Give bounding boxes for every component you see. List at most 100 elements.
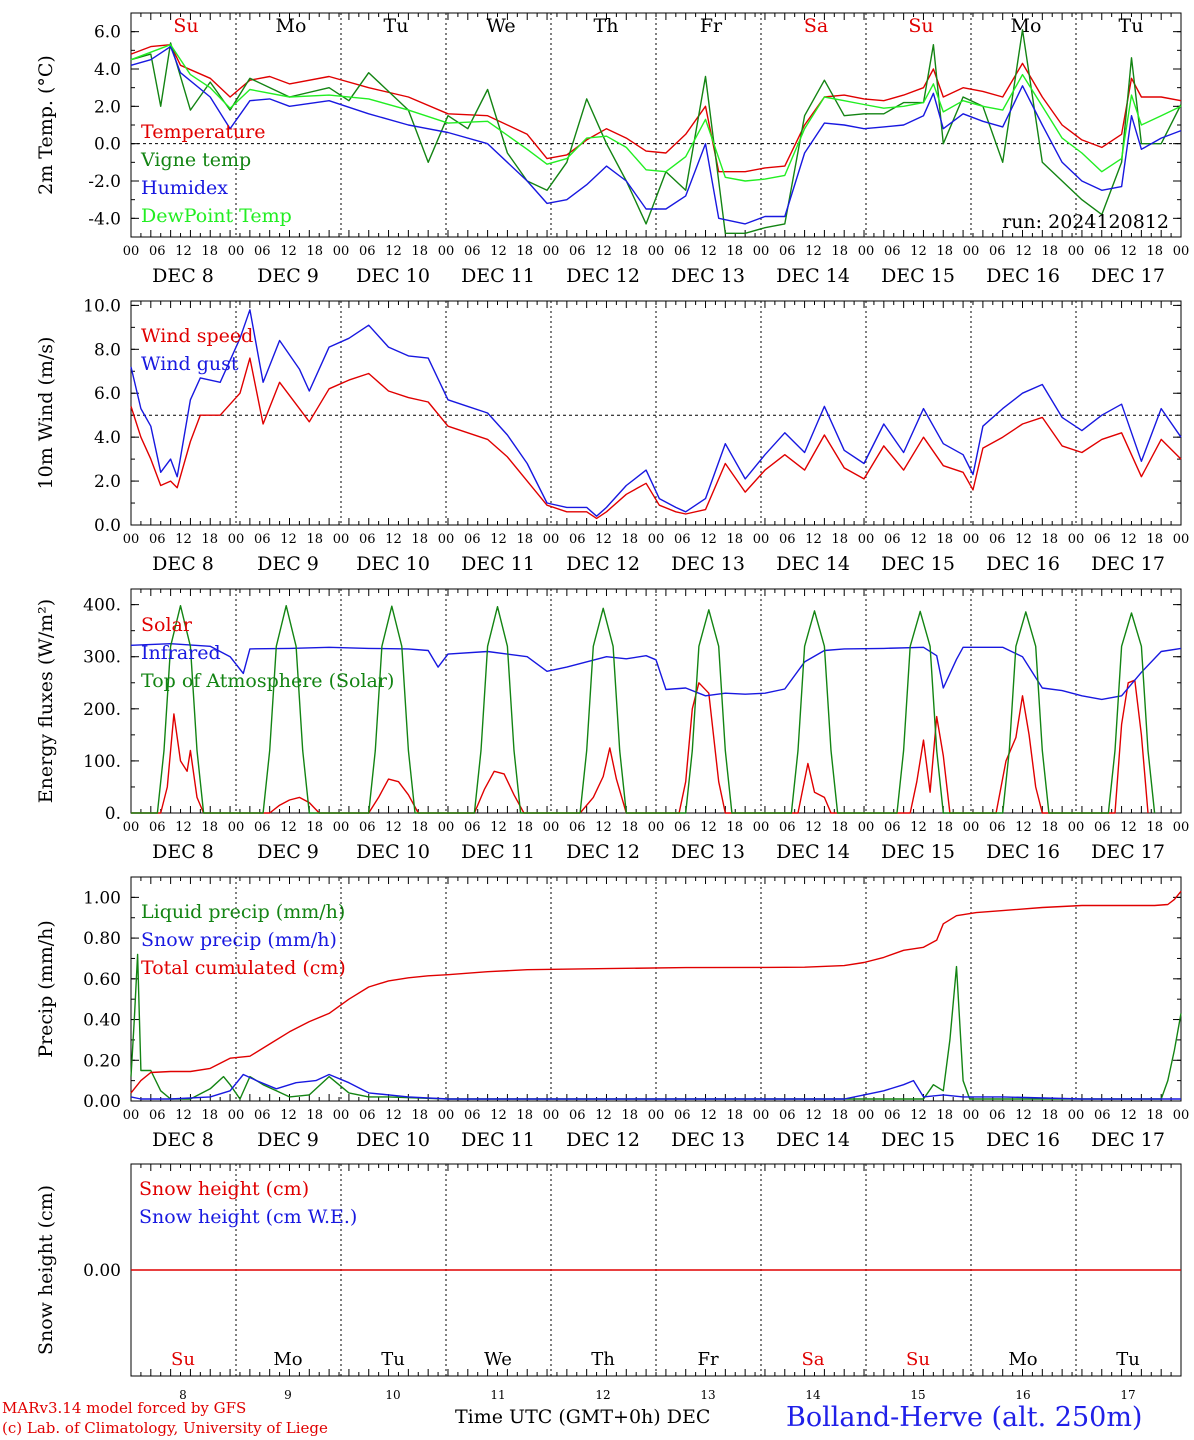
y-tick-label: 400. [83, 596, 121, 616]
x-hour-label: 12 [490, 244, 507, 259]
x-hour-label: 00 [1173, 532, 1190, 547]
date-label: 15 [910, 1388, 925, 1402]
y-tick-label: 0.40 [83, 1011, 121, 1031]
date-label: 8 [179, 1388, 187, 1402]
x-hour-label: 00 [333, 1108, 350, 1123]
x-hour-label: 18 [726, 1108, 743, 1123]
x-hour-label: 06 [779, 532, 796, 547]
weekday-label: Mo [1011, 15, 1042, 37]
x-hour-label: 12 [910, 244, 927, 259]
y-tick-label: 0.60 [83, 970, 121, 990]
x-hour-label: 06 [779, 820, 796, 835]
x-hour-label: 12 [385, 820, 402, 835]
x-date-label: DEC 13 [671, 1129, 745, 1151]
x-hour-label: 18 [201, 532, 218, 547]
x-hour-label: 18 [1146, 532, 1163, 547]
series-line [130, 44, 1182, 173]
x-hour-label: 18 [621, 244, 638, 259]
x-hour-label: 12 [700, 532, 717, 547]
x-date-label: DEC 15 [881, 1129, 955, 1151]
weekday-label: Sa [804, 15, 828, 37]
y-tick-label: 6.0 [94, 23, 121, 43]
panel-4: 0.00 0.20 0.40 0.60 0.80 1.00 Precip (mm/h) 00 0… [35, 876, 1189, 1151]
x-hour-label: 18 [411, 532, 428, 547]
x-hour-label: 18 [516, 244, 533, 259]
legend-entry: Temperature [141, 121, 265, 143]
weekday-label: Su [908, 15, 933, 37]
y-tick-label: 6.0 [94, 384, 121, 404]
legend-entry: Solar [141, 614, 193, 636]
x-hour-label: 06 [1094, 1108, 1111, 1123]
x-hour-label: 00 [333, 820, 350, 835]
x-hour-label: 06 [1094, 244, 1111, 259]
x-date-label: DEC 11 [461, 1129, 535, 1151]
x-hour-label: 12 [1120, 820, 1137, 835]
x-date-label: DEC 17 [1091, 1129, 1165, 1151]
x-hour-label: 06 [569, 1108, 586, 1123]
x-hour-label: 12 [175, 820, 192, 835]
y-axis-label: Energy fluxes (W/m²) [35, 599, 57, 803]
x-hour-label: 18 [1041, 532, 1058, 547]
x-hour-label: 18 [621, 1108, 638, 1123]
x-hour-label: 12 [595, 532, 612, 547]
x-date-label: DEC 13 [671, 841, 745, 863]
x-date-label: DEC 12 [566, 841, 640, 863]
x-hour-label: 06 [149, 820, 166, 835]
x-hour-label: 18 [831, 1108, 848, 1123]
x-hour-label: 00 [753, 244, 770, 259]
x-hour-label: 06 [359, 532, 376, 547]
x-hour-label: 18 [306, 532, 323, 547]
x-hour-label: 12 [700, 820, 717, 835]
series-line [130, 45, 1182, 225]
x-hour-label: 18 [936, 532, 953, 547]
x-date-label: DEC 15 [881, 841, 955, 863]
y-tick-label: 200. [83, 700, 121, 720]
legend-entry: DewPoint Temp [141, 205, 292, 227]
x-hour-label: 00 [123, 532, 140, 547]
x-hour-label: 06 [359, 1108, 376, 1123]
weekday-label: Mo [276, 15, 307, 37]
x-hour-label: 18 [411, 244, 428, 259]
weekday-label: Th [591, 1349, 615, 1370]
date-label: 12 [595, 1388, 610, 1402]
x-date-label: DEC 13 [671, 265, 745, 287]
y-tick-label: 0. [105, 804, 121, 824]
weekday-label: Su [906, 1349, 930, 1370]
x-hour-label: 00 [543, 1108, 560, 1123]
x-hour-label: 06 [779, 244, 796, 259]
x-date-label: DEC 12 [566, 553, 640, 575]
date-label: 13 [700, 1388, 715, 1402]
x-hour-label: 12 [910, 1108, 927, 1123]
x-hour-label: 12 [910, 532, 927, 547]
x-date-label: DEC 15 [881, 265, 955, 287]
x-hour-label: 06 [674, 820, 691, 835]
weekday-label: Mo [273, 1349, 302, 1370]
x-date-label: DEC 9 [257, 265, 319, 287]
x-date-label: DEC 16 [986, 553, 1060, 575]
y-tick-label: 300. [83, 648, 121, 668]
x-hour-label: 18 [1146, 820, 1163, 835]
x-hour-label: 00 [1068, 244, 1085, 259]
x-hour-label: 06 [254, 820, 271, 835]
station-name: Bolland-Herve (alt. 250m) [786, 1402, 1143, 1433]
x-hour-label: 06 [674, 1108, 691, 1123]
x-hour-label: 06 [1094, 532, 1111, 547]
x-date-label: DEC 8 [152, 1129, 214, 1151]
series-line [130, 953, 1182, 1100]
x-hour-label: 00 [1173, 244, 1190, 259]
y-tick-label: 4.0 [94, 428, 121, 448]
x-hour-label: 18 [1041, 244, 1058, 259]
x-hour-label: 18 [621, 820, 638, 835]
x-hour-label: 00 [963, 1108, 980, 1123]
date-label: 9 [284, 1388, 292, 1402]
run-annotation: run: 2024120812 [1002, 211, 1169, 233]
legend-entry: Total cumulated (cm) [141, 957, 346, 979]
y-tick-label: 0.0 [94, 135, 121, 155]
x-hour-label: 18 [1146, 244, 1163, 259]
y-tick-label: 1.00 [83, 888, 121, 908]
x-hour-label: 12 [805, 1108, 822, 1123]
x-date-label: DEC 9 [257, 553, 319, 575]
x-hour-label: 00 [1068, 820, 1085, 835]
y-tick-label: 2.0 [94, 472, 121, 492]
x-hour-label: 18 [516, 532, 533, 547]
